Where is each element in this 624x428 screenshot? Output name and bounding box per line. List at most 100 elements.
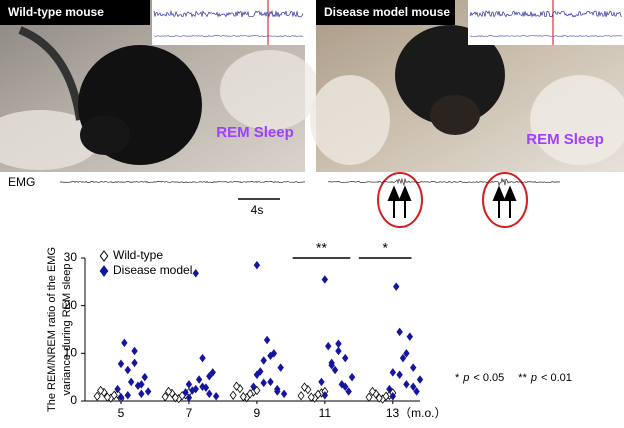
point: [253, 385, 261, 396]
point: [307, 392, 315, 402]
point: [192, 268, 199, 278]
point: [280, 389, 288, 399]
point: [141, 372, 149, 382]
point: [297, 391, 305, 401]
x-tick-label: 7: [186, 406, 193, 420]
point: [389, 391, 397, 401]
trace: [153, 35, 304, 37]
point: [413, 387, 420, 396]
point: [250, 382, 257, 392]
note-var: p: [462, 372, 469, 384]
point: [341, 353, 349, 363]
point: [260, 378, 267, 388]
point: [206, 371, 213, 381]
point: [117, 392, 125, 402]
y-axis-label: variance during REM sleep: [61, 263, 73, 395]
point: [406, 332, 414, 341]
state-label: REM Sleep: [216, 124, 294, 141]
scale-bar-label: 4s: [251, 203, 264, 217]
point: [386, 384, 393, 394]
point: [348, 372, 356, 382]
point: [274, 387, 281, 396]
traces: [59, 9, 623, 187]
point: [124, 365, 132, 375]
point: [368, 386, 376, 397]
highlight: [482, 172, 528, 228]
point: [253, 260, 261, 270]
point: [199, 353, 206, 363]
point: [321, 275, 329, 284]
point: [260, 356, 267, 365]
x-tick-label: 9: [254, 406, 261, 420]
legend-label: Disease model: [113, 263, 192, 277]
legend-marker: [99, 265, 109, 277]
point: [416, 375, 424, 384]
point: [185, 379, 193, 389]
point: [212, 391, 220, 401]
point: [127, 377, 135, 387]
y-axis-label: The REM/NREM ratio of the EMG: [46, 247, 58, 412]
note-text: < 0.01: [541, 372, 572, 384]
legend-label: Wild-type: [113, 248, 163, 262]
trace: [469, 35, 623, 37]
point: [375, 393, 383, 403]
point: [138, 389, 145, 399]
panel-label: Disease model mouse: [324, 5, 450, 19]
point: [263, 335, 271, 345]
state-label: REM Sleep: [526, 131, 604, 148]
point: [267, 377, 274, 387]
legend-marker: [99, 250, 109, 262]
point: [392, 282, 400, 291]
point: [195, 375, 203, 384]
panel-label: Wild-type mouse: [8, 5, 104, 19]
trace: [469, 10, 623, 18]
point: [246, 389, 254, 399]
point: [328, 360, 335, 370]
point: [267, 351, 274, 361]
y-tick-label: 20: [64, 298, 78, 312]
point: [399, 353, 407, 363]
point: [121, 338, 128, 348]
x-tick-label: 11: [319, 406, 332, 420]
point: [277, 363, 284, 372]
label-box: [0, 0, 150, 25]
point: [192, 384, 199, 394]
point: [144, 387, 152, 396]
label-box: [316, 0, 455, 25]
point: [97, 385, 105, 396]
point: [209, 368, 216, 377]
point: [382, 391, 390, 401]
note-var: p: [530, 372, 537, 384]
point: [409, 363, 417, 372]
arrows: [387, 185, 517, 218]
point: [314, 389, 322, 399]
point: [345, 387, 352, 396]
note-mark: *: [455, 372, 460, 384]
point: [93, 391, 101, 401]
note-text: < 0.05: [473, 372, 504, 384]
point: [396, 327, 403, 337]
point: [182, 388, 189, 397]
point: [403, 349, 410, 358]
point: [233, 381, 241, 391]
point: [325, 341, 332, 351]
point: [253, 370, 261, 380]
trace: [327, 177, 561, 187]
trace: [153, 9, 304, 18]
point: [131, 358, 138, 368]
point: [103, 392, 111, 402]
note-mark: **: [518, 372, 527, 384]
point: [171, 392, 179, 403]
emg-label: EMG: [8, 175, 35, 189]
point: [114, 384, 121, 394]
point: [199, 382, 206, 392]
highlight: [377, 172, 423, 228]
point: [403, 379, 410, 389]
x-tick-label: 13（m.o.）: [386, 406, 447, 420]
point: [117, 359, 125, 369]
x-tick-label: 5: [118, 406, 125, 420]
point: [131, 346, 138, 356]
point: [138, 379, 145, 389]
point: [335, 346, 342, 356]
